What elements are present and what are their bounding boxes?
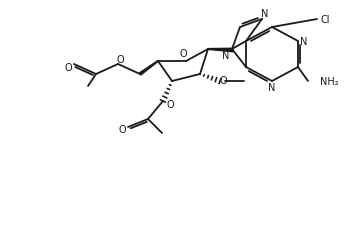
Text: O: O xyxy=(118,124,126,134)
Text: O: O xyxy=(116,55,124,65)
Text: O: O xyxy=(179,49,187,59)
Text: Cl: Cl xyxy=(320,15,330,25)
Text: O: O xyxy=(166,100,174,109)
Text: N: N xyxy=(268,83,276,93)
Text: NH₂: NH₂ xyxy=(320,77,339,87)
Text: N: N xyxy=(222,51,230,61)
Polygon shape xyxy=(139,61,158,76)
Polygon shape xyxy=(208,49,233,52)
Text: O: O xyxy=(64,63,72,73)
Text: N: N xyxy=(300,37,308,47)
Text: N: N xyxy=(261,9,269,19)
Text: O: O xyxy=(219,76,227,86)
